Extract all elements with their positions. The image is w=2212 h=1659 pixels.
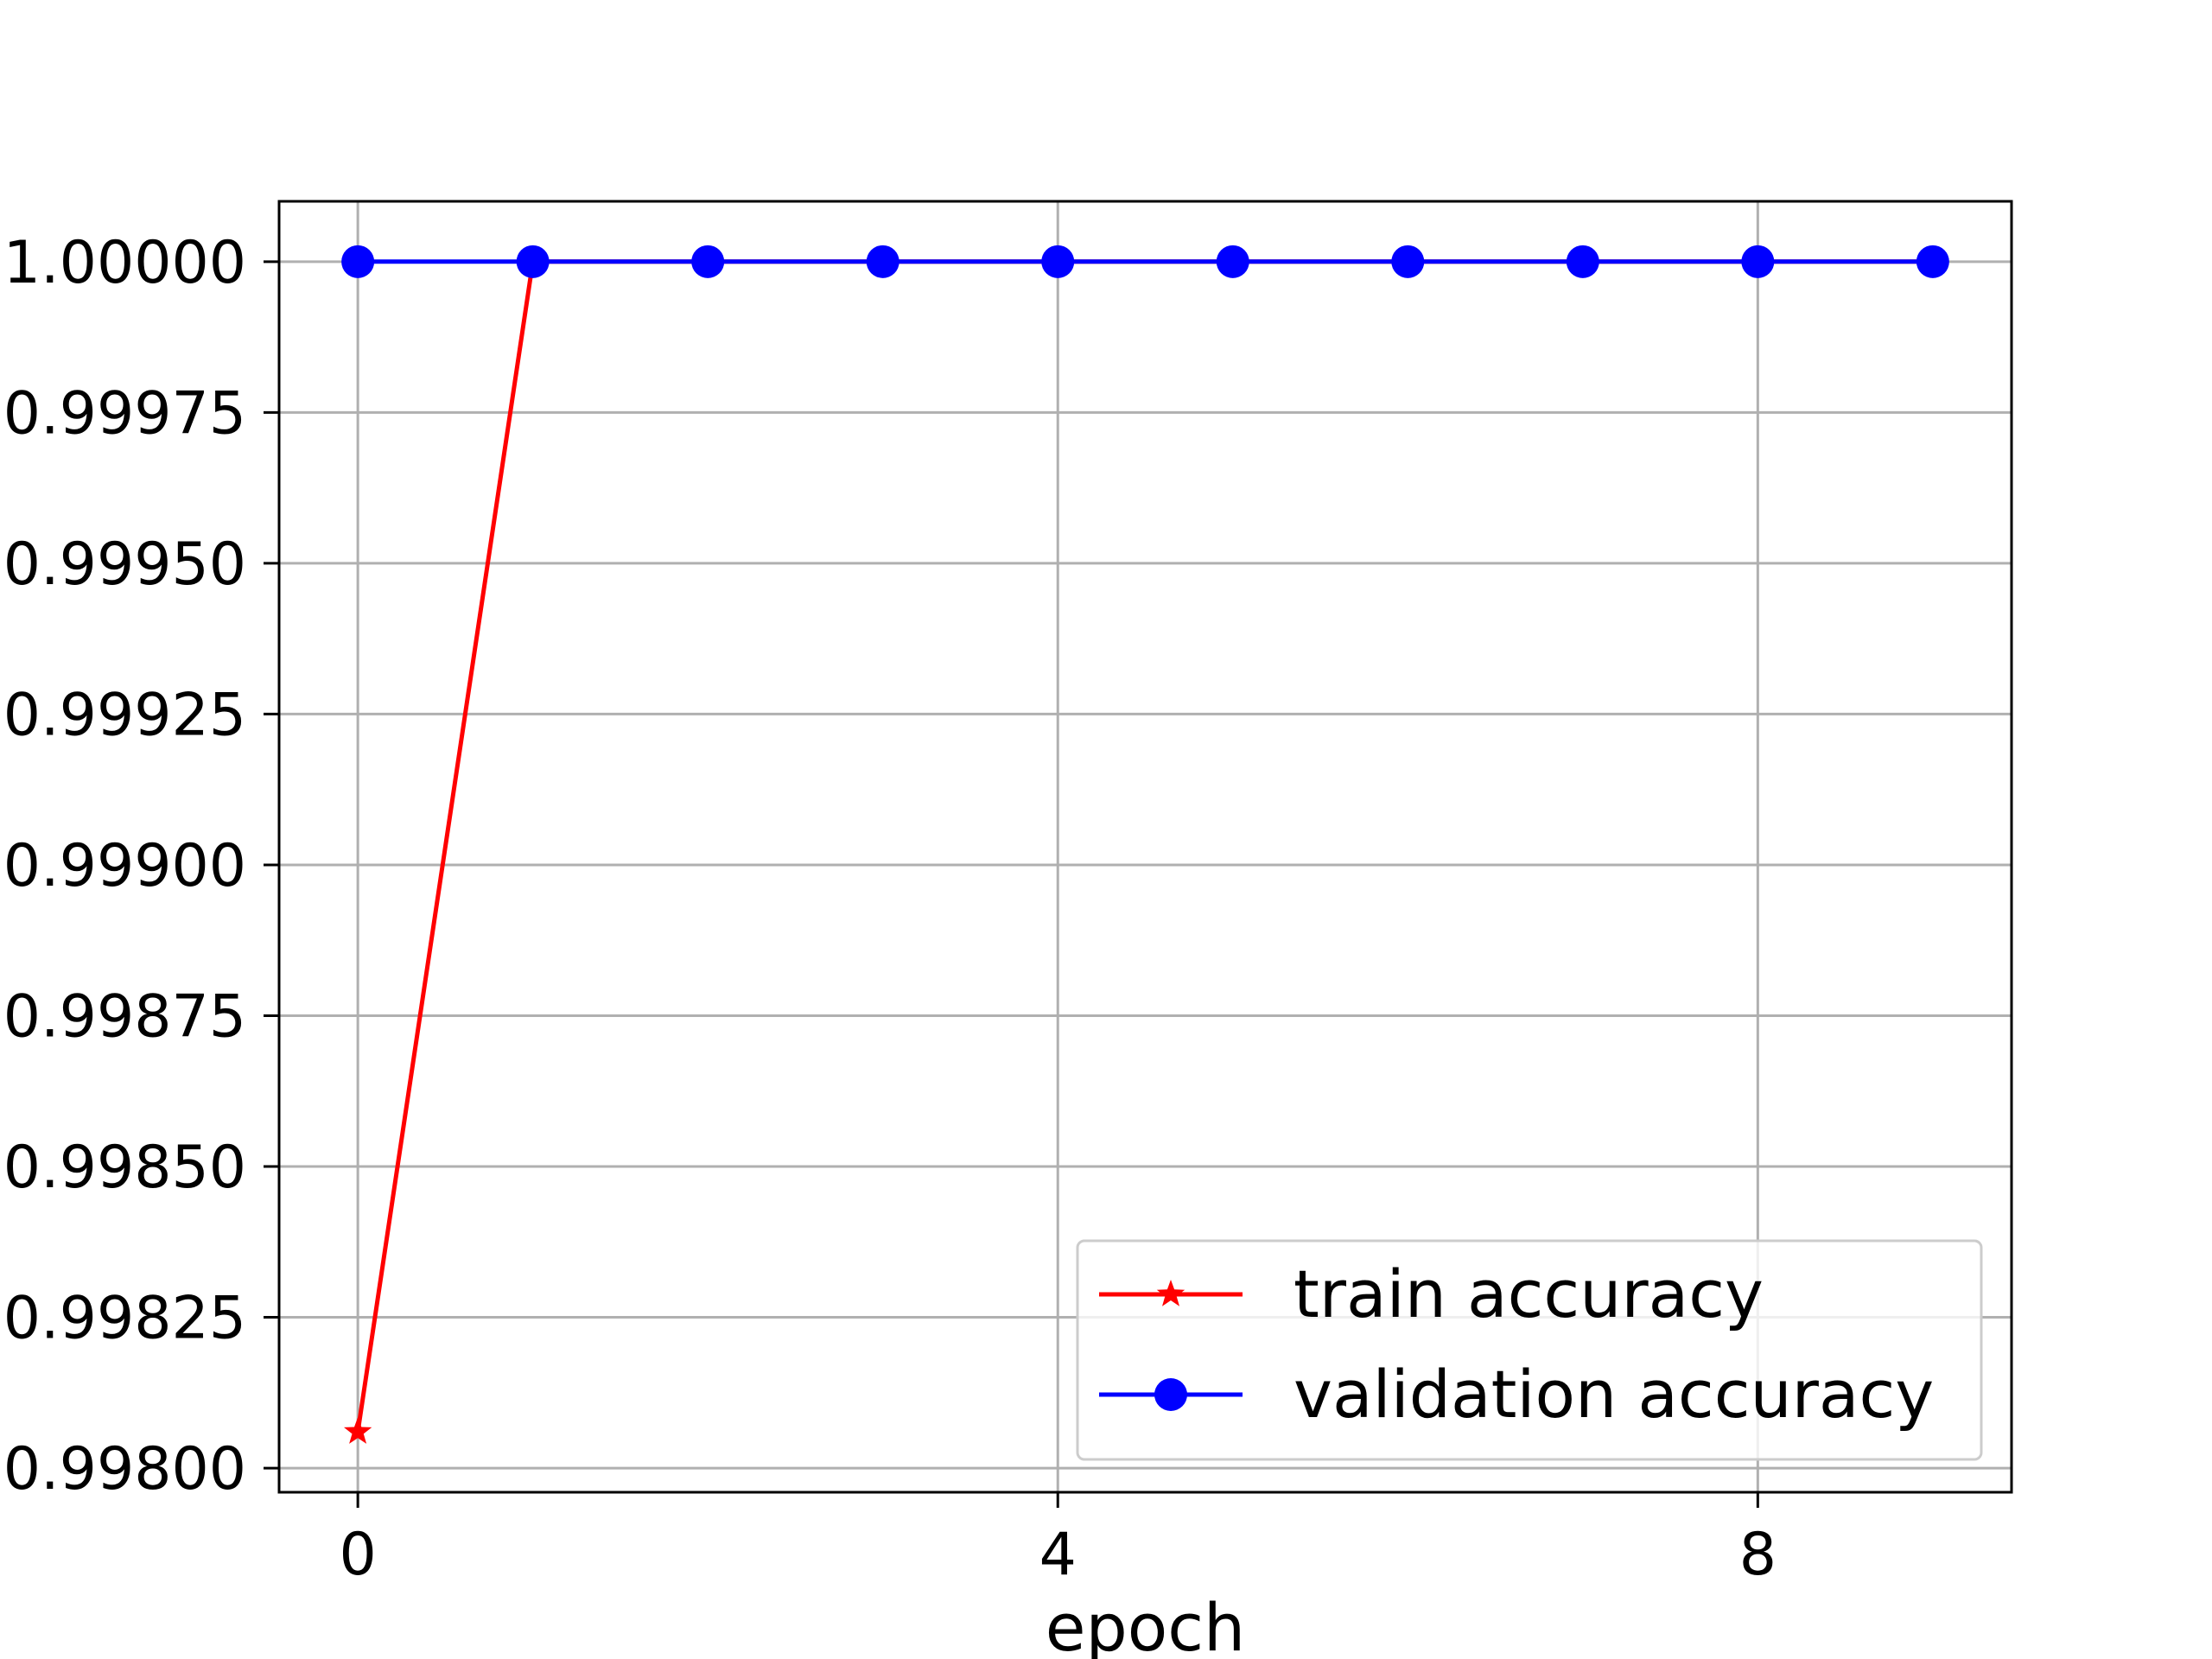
y-tick-label: 0.99875 (3, 982, 246, 1051)
legend-box (1076, 1239, 1983, 1461)
plot-frame (277, 200, 2013, 1494)
validation-accuracy-point (1741, 245, 1775, 278)
validation-accuracy-point (1041, 245, 1075, 278)
axis-ticks: 0.99800 0.99825 0.99850 0.99875 0.99900 0.999… (3, 229, 1777, 1589)
y-tick-label: 1.00000 (3, 229, 246, 297)
validation-accuracy-point (516, 245, 550, 278)
validation-accuracy-point (1566, 245, 1599, 278)
x-tick-label: 4 (1039, 1521, 1077, 1589)
y-tick-label: 0.99950 (3, 531, 246, 599)
plot-series (341, 245, 1949, 1444)
x-tick-label: 8 (1739, 1521, 1777, 1589)
y-tick-label: 0.99925 (3, 681, 246, 749)
y-tick-label: 0.99850 (3, 1134, 246, 1202)
legend-train-accuracy-label: train accuracy (1294, 1255, 1764, 1332)
validation-accuracy-point (866, 245, 899, 278)
y-tick-label: 0.99975 (3, 379, 246, 448)
x-tick-label: 0 (340, 1521, 377, 1589)
validation-accuracy-point (1916, 245, 1949, 278)
validation-accuracy-point (1391, 245, 1425, 278)
x-axis-label: epoch (1046, 1589, 1245, 1659)
validation-accuracy-series (341, 245, 1949, 278)
y-tick-label: 0.99900 (3, 832, 246, 900)
y-tick-label: 0.99825 (3, 1285, 246, 1353)
train-accuracy-point (344, 1417, 372, 1444)
legend: train accuracy validation accuracy (1076, 1239, 1983, 1461)
y-tick-label: 0.99800 (3, 1435, 246, 1503)
legend-train-accuracy-marker (1156, 1280, 1185, 1306)
legend-validation-accuracy-marker (1154, 1378, 1187, 1411)
validation-accuracy-point (341, 245, 375, 278)
validation-accuracy-point (691, 245, 725, 278)
legend-validation-accuracy-label: validation accuracy (1294, 1356, 1934, 1433)
validation-accuracy-point (1216, 245, 1249, 278)
